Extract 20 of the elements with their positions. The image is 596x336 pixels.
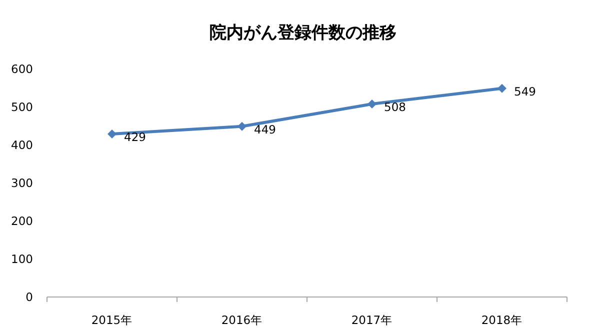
y-tick-label: 100 xyxy=(11,252,33,266)
y-tick-label: 0 xyxy=(26,290,33,304)
data-label: 429 xyxy=(124,130,146,144)
y-tick-label: 600 xyxy=(11,62,33,76)
y-tick-label: 300 xyxy=(11,176,33,190)
point xyxy=(238,122,246,131)
point xyxy=(108,129,116,138)
x-tick-label: 2017年 xyxy=(351,313,393,327)
y-tick-label: 400 xyxy=(11,138,33,152)
data-label: 549 xyxy=(514,84,536,98)
x-tick-label: 2015年 xyxy=(91,313,133,327)
y-tick-label: 500 xyxy=(11,100,33,114)
data-label: 449 xyxy=(254,122,276,136)
x-tick-label: 2016年 xyxy=(221,313,263,327)
point xyxy=(498,84,506,93)
y-tick-label: 200 xyxy=(11,214,33,228)
point xyxy=(368,99,376,108)
data-label: 508 xyxy=(384,100,406,114)
chart-title: 院内がん登録件数の推移 xyxy=(210,23,396,43)
x-tick-label: 2018年 xyxy=(481,313,523,327)
